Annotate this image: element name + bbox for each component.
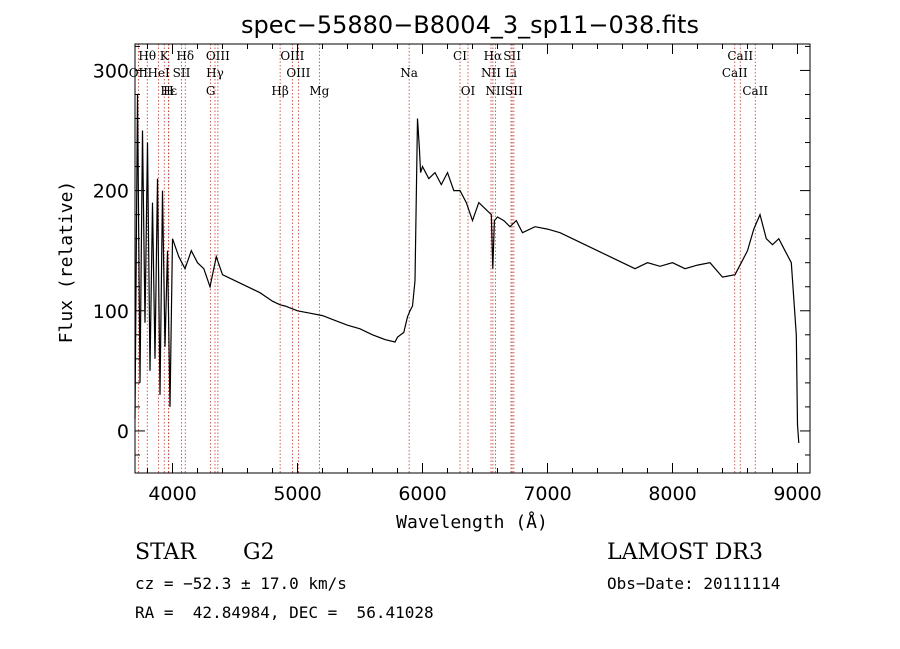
spectral-line-label: CaII — [727, 49, 753, 63]
x-tick-label: 4000 — [148, 483, 196, 505]
object-class: STAR — [135, 540, 196, 565]
flux-series-line — [134, 94, 800, 444]
observation-date: Obs−Date: 20111114 — [607, 574, 781, 593]
y-tick-label: 200 — [93, 181, 129, 203]
survey-name: LAMOST DR3 — [607, 540, 763, 565]
spectral-line-label: CaII — [742, 84, 768, 98]
spectral-line-label: H — [163, 84, 173, 98]
y-tick-label: 0 — [117, 421, 129, 443]
spectral-line-label: Hγ — [206, 66, 224, 80]
x-tick-label: 9000 — [773, 483, 821, 505]
spectral-lines-layer — [137, 44, 756, 473]
x-tick-label: 8000 — [648, 483, 696, 505]
y-tick-label: 300 — [93, 60, 129, 82]
spectral-line-label: NII — [481, 66, 501, 80]
spectral-line-label: Li — [505, 66, 517, 80]
spectral-line-label: SII — [503, 49, 521, 63]
spectral-line-label: NII — [485, 84, 505, 98]
y-axis-label: Flux (relative) — [56, 181, 77, 344]
spectral-line-label: CaII — [722, 66, 748, 80]
spectral-line-label: Hθ — [138, 49, 156, 63]
object-subclass: G2 — [243, 540, 275, 565]
x-tick-label: 6000 — [398, 483, 446, 505]
spectral-line-label: Hδ — [176, 49, 194, 63]
x-axis-label: Wavelength (Å) — [396, 511, 548, 533]
spectral-line-label: K — [160, 49, 170, 63]
spectral-line-label: OII — [129, 66, 149, 80]
spectral-line-label: Na — [400, 66, 418, 80]
spectral-line-label: SII — [505, 84, 523, 98]
spectral-line-label: G — [206, 84, 216, 98]
y-tick-label: 100 — [93, 301, 129, 323]
x-tick-label: 5000 — [273, 483, 321, 505]
spectral-line-label: HeI — [147, 66, 170, 80]
spectral-line-label: CI — [453, 49, 467, 63]
plot-frame — [134, 43, 811, 474]
spectral-line-label: Hε — [160, 84, 177, 98]
axis-ticks: 4000 5000 6000 7000 8000 9000 0 100 200 300 — [93, 44, 822, 505]
spectral-line-label: SII — [173, 66, 191, 80]
spectral-line-label: OIII — [280, 49, 304, 63]
spectral-line-label: Mg — [309, 84, 329, 98]
spectral-line-label: Hα — [484, 49, 503, 63]
chart-title: spec−55880−B8004_3_sp11−038.fits — [241, 11, 699, 39]
spectral-line-label: OI — [461, 84, 476, 98]
sky-coordinates: RA = 42.84984, DEC = 56.41028 — [135, 603, 434, 622]
x-tick-label: 7000 — [523, 483, 571, 505]
spectral-line-label: Hβ — [271, 84, 288, 98]
spectral-line-label: OIII — [286, 66, 310, 80]
spectral-line-label: OIII — [206, 49, 230, 63]
redshift-velocity: cz = −52.3 ± 17.0 km/s — [135, 574, 347, 593]
